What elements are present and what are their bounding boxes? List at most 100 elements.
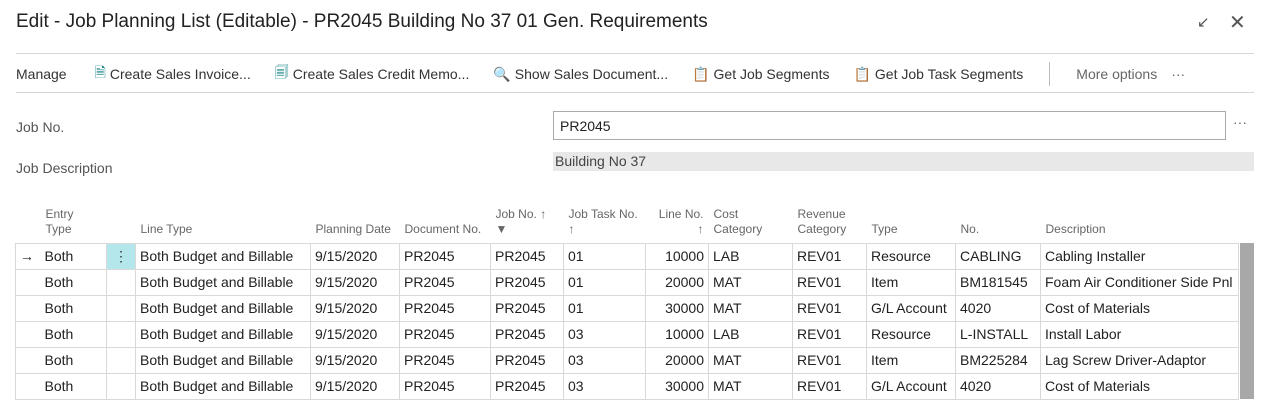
more-options-button[interactable]: More options ··· — [1076, 66, 1185, 82]
cell[interactable]: MAT — [708, 294, 793, 322]
cell[interactable]: 4020 — [955, 372, 1041, 400]
table-row[interactable]: → Both ⋮ Both Budget and Billable 9/15/2020 P… — [15, 242, 1239, 270]
cell[interactable]: Both Budget and Billable — [135, 372, 311, 400]
get-job-segments-button[interactable]: 📋 Get Job Segments — [692, 66, 829, 83]
cell[interactable]: Resource — [866, 242, 956, 270]
cell[interactable]: 20000 — [645, 268, 709, 296]
create-sales-invoice-button[interactable]: 🗎 Create Sales Invoice... — [95, 62, 251, 86]
cell[interactable]: Cost of Materials — [1040, 294, 1239, 322]
cell[interactable]: 01 — [563, 268, 646, 296]
column-header[interactable]: Planning Date — [315, 221, 391, 236]
cell[interactable]: Resource — [866, 320, 956, 348]
cell[interactable]: 20000 — [645, 346, 709, 374]
column-header[interactable]: Job No. ↑ ▼ — [495, 206, 547, 236]
cell[interactable]: MAT — [708, 372, 793, 400]
cell[interactable]: 30000 — [645, 294, 709, 322]
collapse-icon[interactable]: ↙ — [1197, 14, 1210, 31]
column-header[interactable]: Cost Category — [713, 206, 763, 236]
cell[interactable]: 30000 — [645, 372, 709, 400]
cell[interactable]: REV01 — [792, 320, 867, 348]
cell[interactable]: Both Budget and Billable — [135, 320, 311, 348]
table-row[interactable]: Both Both Budget and Billable 9/15/2020 PR2… — [15, 372, 1239, 400]
show-sales-document-button[interactable]: 🔍 Show Sales Document... — [493, 66, 668, 83]
cell[interactable]: MAT — [708, 346, 793, 374]
cell[interactable]: PR2045 — [399, 242, 491, 270]
cell[interactable]: 9/15/2020 — [310, 372, 400, 400]
column-header[interactable]: Revenue Category — [797, 206, 847, 236]
cell[interactable]: Install Labor — [1040, 320, 1239, 348]
cell[interactable]: PR2045 — [490, 320, 564, 348]
get-job-task-segments-button[interactable]: 📋 Get Job Task Segments — [853, 66, 1023, 83]
create-sales-credit-memo-button[interactable]: 🗐 Create Sales Credit Memo... — [275, 62, 470, 86]
cell[interactable]: REV01 — [792, 294, 867, 322]
cell[interactable]: 4020 — [955, 294, 1041, 322]
cell[interactable]: BM181545 — [955, 268, 1041, 296]
cell[interactable]: Both Budget and Billable — [135, 268, 311, 296]
column-header[interactable]: Entry Type — [45, 206, 74, 236]
cell[interactable]: L-INSTALL — [955, 320, 1041, 348]
job-no-lookup-button[interactable]: ··· — [1233, 114, 1247, 130]
cell[interactable]: 01 — [563, 294, 646, 322]
cell[interactable]: Lag Screw Driver-Adaptor — [1040, 346, 1239, 374]
cell[interactable]: 9/15/2020 — [310, 320, 400, 348]
job-no-input[interactable]: PR2045 — [553, 111, 1226, 140]
cell[interactable]: PR2045 — [399, 346, 491, 374]
cell[interactable]: PR2045 — [399, 320, 491, 348]
cell[interactable]: Both — [40, 242, 107, 270]
row-menu-button[interactable]: ⋮ — [106, 242, 136, 270]
cell[interactable]: REV01 — [792, 372, 867, 400]
cell[interactable]: LAB — [708, 320, 793, 348]
cell[interactable]: 01 — [563, 242, 646, 270]
cell[interactable]: PR2045 — [490, 346, 564, 374]
cell[interactable]: Both Budget and Billable — [135, 346, 311, 374]
column-header[interactable]: Description — [1045, 221, 1106, 236]
cell[interactable]: CABLING — [955, 242, 1041, 270]
column-header[interactable]: Line No. ↑ — [658, 206, 704, 236]
vertical-scrollbar[interactable] — [1240, 243, 1254, 399]
cell[interactable]: REV01 — [792, 268, 867, 296]
cell[interactable]: 10000 — [645, 320, 709, 348]
cell[interactable]: Both — [40, 320, 107, 348]
cell[interactable]: PR2045 — [399, 372, 491, 400]
table-row[interactable]: Both Both Budget and Billable 9/15/2020 PR2… — [15, 346, 1239, 374]
cell[interactable]: 10000 — [645, 242, 709, 270]
cell[interactable]: 9/15/2020 — [310, 242, 400, 270]
cell[interactable]: REV01 — [792, 346, 867, 374]
column-header[interactable]: Line Type — [140, 221, 193, 236]
cell[interactable]: Item — [866, 268, 956, 296]
cell[interactable]: Both Budget and Billable — [135, 242, 311, 270]
table-row[interactable]: Both Both Budget and Billable 9/15/2020 PR2… — [15, 268, 1239, 296]
cell[interactable]: PR2045 — [399, 294, 491, 322]
cell[interactable]: 9/15/2020 — [310, 294, 400, 322]
table-row[interactable]: Both Both Budget and Billable 9/15/2020 PR2… — [15, 320, 1239, 348]
close-icon[interactable]: ✕ — [1229, 12, 1246, 34]
column-header[interactable]: Document No. — [404, 221, 482, 236]
column-header[interactable]: Type — [871, 221, 898, 236]
cell[interactable]: PR2045 — [490, 372, 564, 400]
cell[interactable]: REV01 — [792, 242, 867, 270]
cell[interactable]: Item — [866, 346, 956, 374]
cell[interactable]: PR2045 — [490, 294, 564, 322]
column-header[interactable]: No. — [960, 221, 980, 236]
manage-menu[interactable]: Manage — [16, 66, 67, 82]
cell[interactable]: MAT — [708, 268, 793, 296]
cell[interactable]: PR2045 — [490, 268, 564, 296]
cell[interactable]: Foam Air Conditioner Side Pnl — [1040, 268, 1239, 296]
cell[interactable]: 9/15/2020 — [310, 346, 400, 374]
cell[interactable]: G/L Account — [866, 372, 956, 400]
cell[interactable]: G/L Account — [866, 294, 956, 322]
cell[interactable]: 9/15/2020 — [310, 268, 400, 296]
cell[interactable]: 03 — [563, 320, 646, 348]
cell[interactable]: LAB — [708, 242, 793, 270]
cell[interactable]: Cabling Installer — [1040, 242, 1239, 270]
cell[interactable]: BM225284 — [955, 346, 1041, 374]
cell[interactable]: PR2045 — [490, 242, 564, 270]
cell[interactable]: Both — [40, 372, 107, 400]
cell[interactable]: Cost of Materials — [1040, 372, 1239, 400]
cell[interactable]: Both — [40, 294, 107, 322]
table-row[interactable]: Both Both Budget and Billable 9/15/2020 PR2… — [15, 294, 1239, 322]
cell[interactable]: PR2045 — [399, 268, 491, 296]
cell[interactable]: 03 — [563, 346, 646, 374]
column-header[interactable]: Job Task No. ↑ — [568, 206, 638, 236]
cell[interactable]: Both Budget and Billable — [135, 294, 311, 322]
